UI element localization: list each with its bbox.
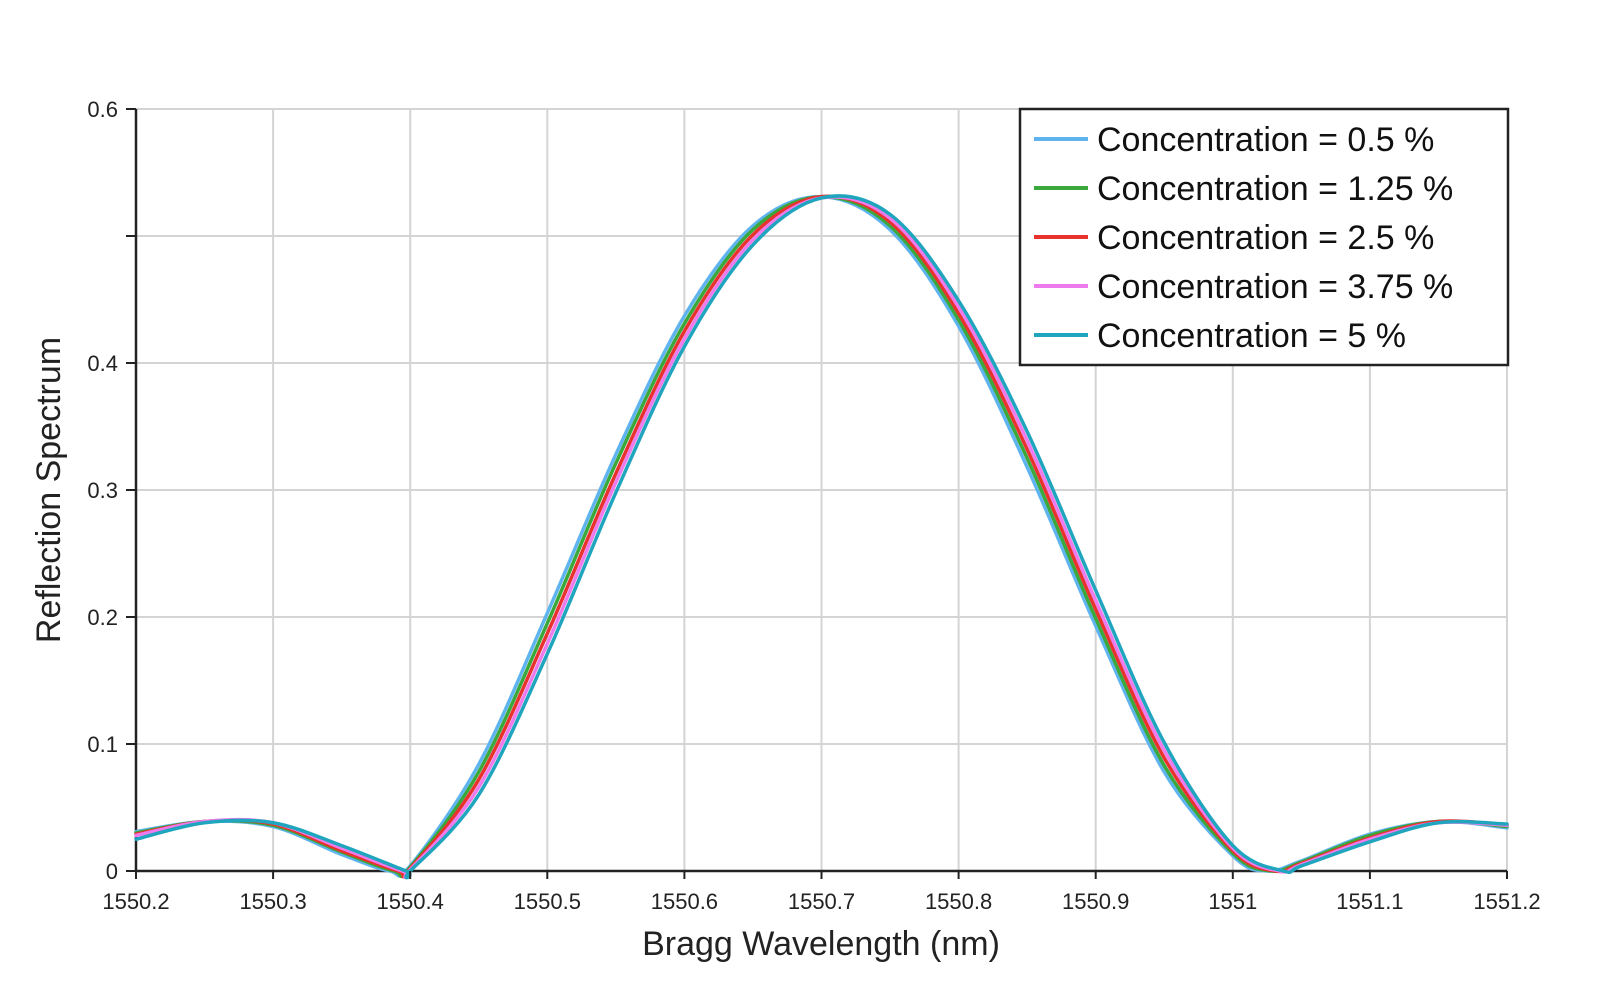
x-tick-label: 1550.3: [239, 889, 306, 914]
tick-labels: 1550.2 1550.3 1550.4 1550.5 1550.6 1550.7 1550…: [87, 97, 1540, 914]
x-tick-label: 1550.7: [788, 889, 855, 914]
y-tick-label: 0: [106, 859, 118, 884]
y-axis-title: Reflection Spectrum: [30, 337, 68, 643]
series-lines: [134, 194, 1509, 880]
legend: Concentration = 0.5 % Concentration = 1.2…: [1018, 107, 1510, 367]
x-tick-label: 1551: [1208, 889, 1257, 914]
legend-box: [1018, 107, 1510, 367]
legend-label-2: Concentration = 1.25 %: [1097, 170, 1453, 208]
x-tick-label: 1551.2: [1473, 889, 1540, 914]
x-tick-label: 1550.5: [514, 889, 581, 914]
y-tick-label: 0.2: [87, 605, 118, 630]
legend-label-1: Concentration = 0.5 %: [1097, 121, 1434, 159]
legend-label-3: Concentration = 2.5 %: [1097, 219, 1434, 257]
y-tick-label: 0.3: [87, 478, 118, 503]
x-tick-label: 1551.1: [1336, 889, 1403, 914]
y-tick-label: 0.6: [87, 97, 118, 122]
x-tick-label: 1550.2: [102, 889, 169, 914]
y-tick-label: 0.1: [87, 732, 118, 757]
x-axis-title: Bragg Wavelength (nm): [642, 925, 1000, 963]
x-tick-label: 1550.9: [1062, 889, 1129, 914]
x-tick-label: 1550.6: [651, 889, 718, 914]
y-tick-label: 0.4: [87, 351, 118, 376]
legend-label-5: Concentration = 5 %: [1097, 317, 1406, 355]
legend-label-4: Concentration = 3.75 %: [1097, 268, 1453, 306]
x-tick-label: 1550.4: [377, 889, 444, 914]
series-line-5: [134, 194, 1509, 880]
x-tick-label: 1550.8: [925, 889, 992, 914]
